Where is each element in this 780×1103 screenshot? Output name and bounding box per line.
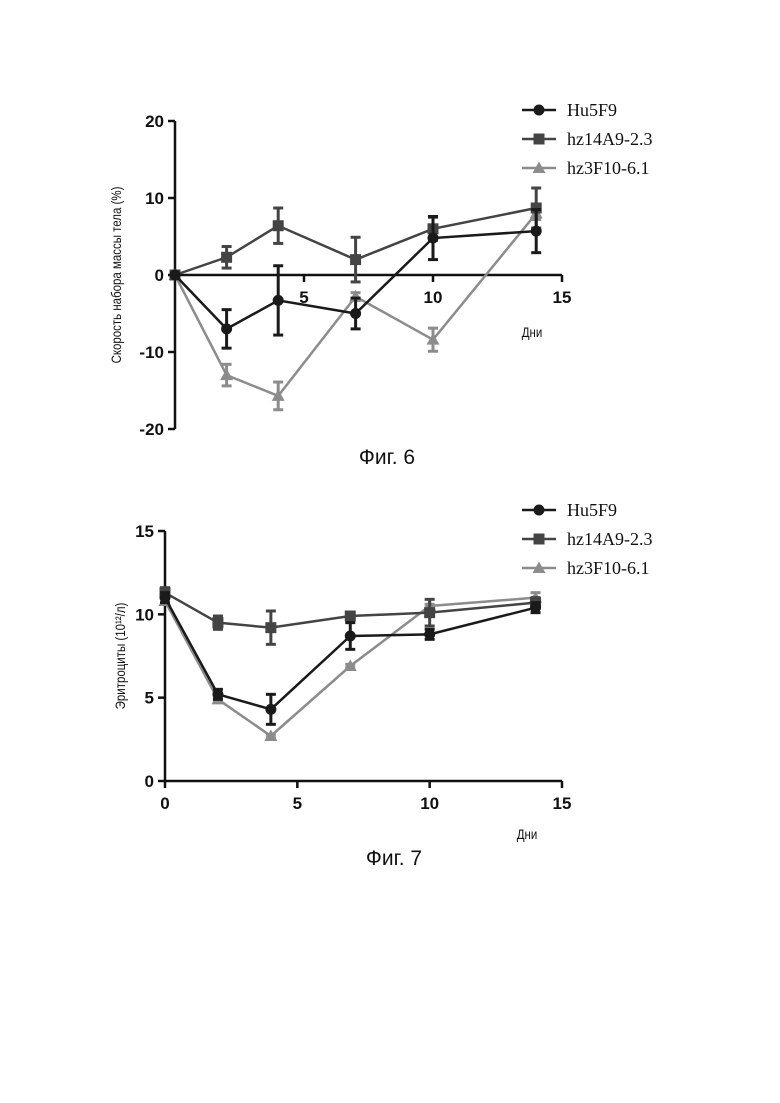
legend-label-2: hz3F10-6.1 — [567, 558, 650, 578]
x-axis-label: Дни — [517, 826, 538, 842]
data-point-0-4 — [424, 629, 435, 640]
page: -20 -10 0 10 20 5 10 15 Дни Скорость набора массы… — [0, 0, 780, 1103]
x-axis-label: Дни — [522, 324, 543, 340]
y-tick-label-0: -20 — [139, 420, 164, 439]
figure-caption: Фиг. 7 — [366, 847, 422, 870]
legend-label-0: Hu5F9 — [567, 100, 617, 120]
x-tick-label-3: 15 — [553, 794, 572, 813]
data-point-0-3 — [345, 631, 356, 642]
data-point-1-3 — [350, 254, 361, 265]
data-point-0-5 — [530, 602, 541, 613]
data-point-0-3 — [350, 308, 361, 319]
data-point-1-2 — [273, 220, 284, 231]
y-tick-label-2: 10 — [135, 605, 154, 624]
data-point-1-1 — [212, 617, 223, 628]
y-tick-label-1: 5 — [145, 689, 154, 708]
x-tick-label-0: 0 — [160, 794, 169, 813]
data-point-1-3 — [345, 611, 356, 622]
y-tick-label-1: -10 — [139, 343, 164, 362]
data-point-1-2 — [265, 622, 276, 633]
x-tick-label-2: 15 — [553, 288, 572, 307]
x-tick-label-2: 10 — [420, 794, 439, 813]
legend-label-1: hz14A9-2.3 — [567, 529, 652, 549]
y-tick-label-3: 10 — [145, 189, 164, 208]
y-tick-label-4: 20 — [145, 112, 164, 131]
data-point-2-1 — [220, 369, 233, 381]
data-point-0-0 — [170, 270, 181, 281]
legend-label-1: hz14A9-2.3 — [567, 129, 652, 149]
data-point-0-2 — [265, 704, 276, 715]
legend-marker-1 — [534, 134, 545, 145]
y-axis-label: Эритроциты (10¹²/л) — [112, 603, 128, 710]
legend-label-2: hz3F10-6.1 — [567, 158, 650, 178]
legend-label-0: Hu5F9 — [567, 500, 617, 520]
data-point-1-1 — [221, 252, 232, 263]
data-point-0-5 — [531, 226, 542, 237]
y-axis-label: Скорость набора массы тела (%) — [108, 187, 124, 364]
chart-fig7: 0 5 10 15 0 5 10 15 Дни Эритроциты (10¹²/л) Hu5F9 h… — [0, 480, 780, 880]
chart-fig6: -20-100102051015ДниСкорость набора массы… — [0, 0, 780, 480]
data-point-0-2 — [273, 295, 284, 306]
x-tick-label-1: 10 — [424, 288, 443, 307]
data-point-1-4 — [424, 607, 435, 618]
y-tick-label-0: 0 — [145, 772, 154, 791]
figure-caption: Фиг. 6 — [359, 446, 415, 469]
y-tick-label-3: 15 — [135, 522, 154, 541]
data-point-0-1 — [212, 689, 223, 700]
x-tick-label-1: 5 — [293, 794, 302, 813]
y-tick-label-2: 0 — [155, 266, 164, 285]
legend-marker-1 — [534, 534, 545, 545]
data-point-0-1 — [221, 323, 232, 334]
legend-marker-0 — [534, 505, 545, 516]
legend-marker-0 — [534, 105, 545, 116]
data-point-0-4 — [428, 233, 439, 244]
data-point-0-0 — [160, 592, 171, 603]
